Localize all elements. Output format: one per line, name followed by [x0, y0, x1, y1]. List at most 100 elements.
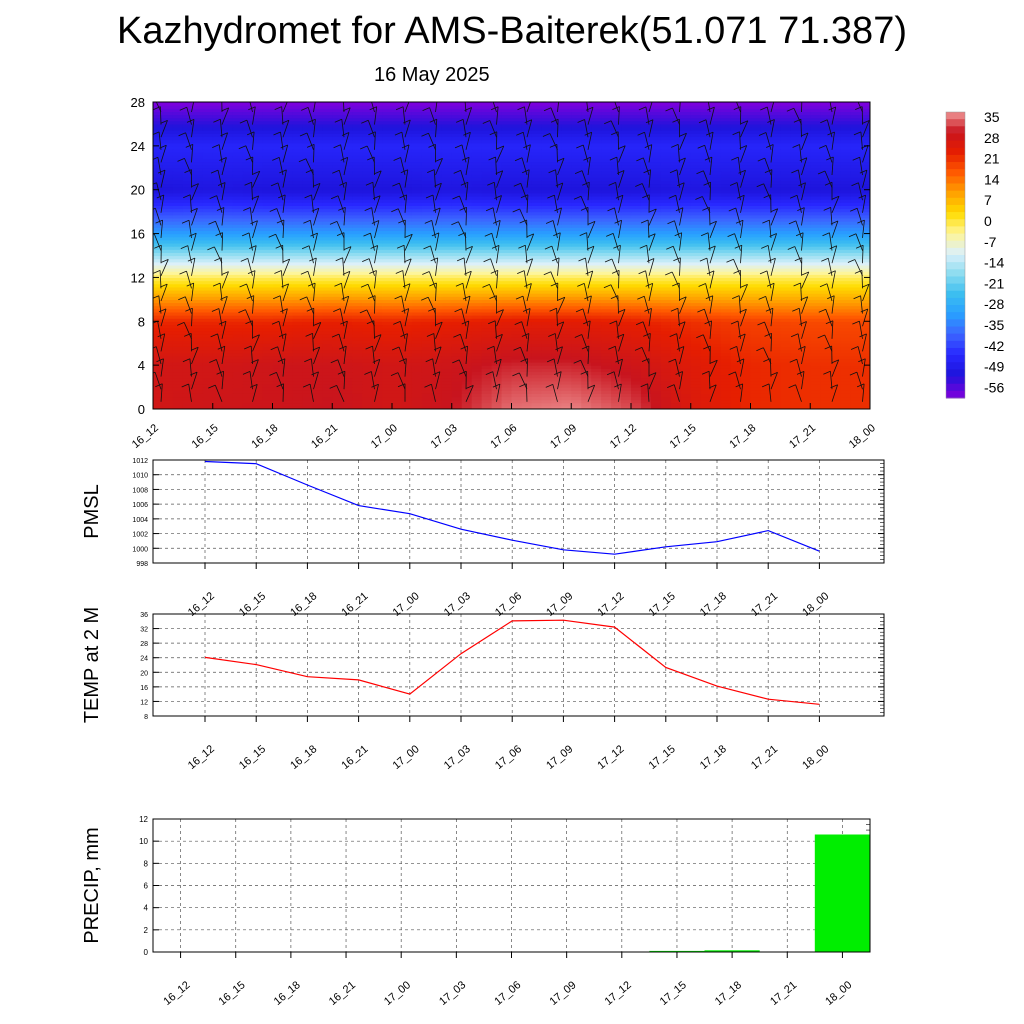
heatmap-cell: [720, 330, 732, 335]
heatmap-cell: [192, 274, 204, 279]
heatmap-cell: [332, 327, 343, 332]
heatmap-cell: [770, 277, 781, 282]
heatmap-cell: [810, 261, 821, 266]
heatmap-cell: [631, 358, 642, 363]
heatmap-cell: [431, 324, 443, 329]
heatmap-cell: [342, 296, 353, 300]
heatmap-cell: [282, 308, 294, 313]
heatmap-cell: [451, 236, 463, 241]
heatmap-cell: [322, 289, 333, 294]
heatmap-cell: [382, 227, 393, 232]
heatmap-cell: [441, 352, 453, 357]
heatmap-cell: [242, 246, 254, 250]
heatmap-cell: [431, 390, 443, 394]
heatmap-cell: [312, 396, 323, 401]
heatmap-cell: [332, 349, 343, 354]
heatmap-cell: [531, 318, 542, 322]
heatmap-cell: [401, 211, 413, 216]
heatmap-cell: [172, 396, 184, 401]
heatmap-cell: [252, 252, 264, 257]
heatmap-cell: [202, 340, 214, 344]
heatmap-cell: [770, 355, 781, 360]
heatmap-cell: [760, 299, 772, 304]
heatmap-cell: [282, 277, 294, 282]
heatmap-cell: [421, 396, 433, 401]
heatmap-cell: [670, 217, 682, 222]
heatmap-cell: [640, 280, 652, 285]
heatmap-cell: [212, 377, 224, 382]
heatmap-cell: [601, 233, 612, 238]
heatmap-cell: [591, 227, 602, 232]
heatmap-cell: [312, 365, 323, 369]
heatmap-cell: [382, 330, 393, 335]
heatmap-cell: [601, 255, 612, 260]
heatmap-cell: [720, 305, 732, 310]
heatmap-cell: [272, 280, 284, 285]
heatmap-cell: [272, 261, 284, 266]
heatmap-cell: [332, 189, 343, 194]
heatmap-cell: [830, 217, 841, 222]
heatmap-cell: [282, 211, 294, 216]
heatmap-cell: [421, 352, 433, 357]
heatmap-cell: [501, 302, 513, 307]
heatmap-cell: [740, 355, 752, 360]
heatmap-cell: [670, 271, 682, 275]
heatmap-cell: [670, 296, 682, 300]
heatmap-cell: [212, 393, 224, 398]
heatmap-cell: [820, 211, 831, 216]
heatmap-cell: [581, 330, 592, 335]
heatmap-cell: [541, 202, 552, 206]
heatmap-cell: [411, 242, 423, 247]
heatmap-cell: [690, 214, 702, 219]
heatmap-cell: [740, 246, 752, 250]
heatmap-cell: [481, 299, 493, 304]
heatmap-cell: [441, 296, 453, 300]
heatmap-cell: [660, 321, 672, 326]
heatmap-cell: [302, 280, 313, 285]
heatmap-cell: [292, 396, 303, 401]
heatmap-cell: [262, 305, 274, 310]
heatmap-cell: [800, 333, 811, 338]
heatmap-cell: [511, 318, 523, 322]
heatmap-cell: [392, 383, 403, 388]
heatmap-cell: [830, 221, 841, 225]
heatmap-cell: [342, 349, 353, 354]
heatmap-cell: [342, 327, 353, 332]
heatmap-cell: [601, 399, 612, 404]
heatmap-cell: [800, 393, 811, 398]
heatmap-cell: [790, 289, 801, 294]
heatmap-cell: [471, 221, 483, 225]
heatmap-cell: [222, 249, 234, 253]
heatmap-cell: [242, 280, 254, 285]
heatmap-cell: [850, 211, 861, 216]
heatmap-cell: [292, 233, 303, 238]
heatmap-cell: [591, 277, 602, 282]
heatmap-cell: [372, 258, 383, 263]
heatmap-cell: [840, 321, 851, 326]
heatmap-cell: [153, 199, 164, 203]
heatmap-cell: [780, 271, 791, 275]
heatmap-cell: [561, 346, 572, 351]
heatmap-cell: [262, 202, 274, 206]
heatmap-cell: [182, 199, 194, 203]
heatmap-cell: [860, 362, 870, 366]
heatmap-cell: [451, 349, 463, 354]
heatmap-cell: [640, 396, 652, 401]
heatmap-cell: [382, 358, 393, 363]
heatmap-cell: [222, 302, 234, 307]
heatmap-cell: [272, 399, 284, 404]
heatmap-cell: [182, 327, 194, 332]
heatmap-cell: [451, 315, 463, 319]
heatmap-cell: [252, 402, 264, 407]
heatmap-cell: [302, 383, 313, 388]
heatmap-cell: [182, 333, 194, 338]
heatmap-cell: [541, 368, 552, 373]
heatmap-cell: [561, 255, 572, 260]
heatmap-cell: [461, 249, 473, 253]
heatmap-cell: [700, 387, 712, 391]
heatmap-cell: [232, 330, 244, 335]
heatmap-cell: [501, 362, 513, 366]
heatmap-cell: [392, 387, 403, 391]
heatmap-cell: [222, 311, 234, 316]
heatmap-cell: [740, 242, 752, 247]
